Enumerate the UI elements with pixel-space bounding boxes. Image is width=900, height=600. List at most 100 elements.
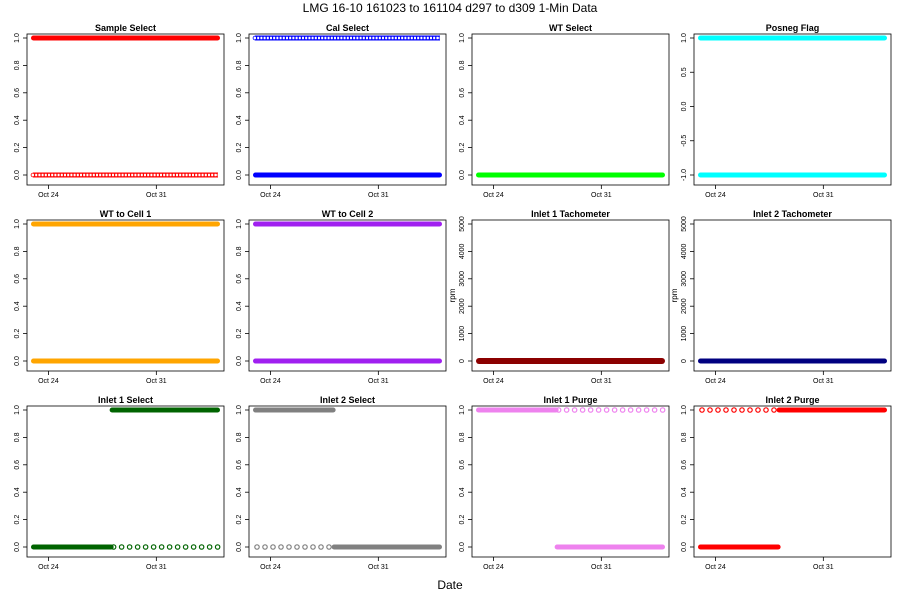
data-point <box>30 172 36 178</box>
data-point <box>651 407 658 413</box>
data-series <box>110 544 221 550</box>
x-tick-label: Oct 24 <box>260 192 281 199</box>
data-point <box>419 35 424 41</box>
data-point <box>412 35 418 41</box>
data-series <box>776 407 887 413</box>
data-band <box>109 407 220 413</box>
data-point <box>371 35 376 41</box>
data-point <box>37 172 42 178</box>
y-tick-label: 3000 <box>681 271 688 287</box>
data-point <box>763 407 769 413</box>
panel-inlet-1-select: Inlet 1 Select 0.0 0.2 0.4 0.6 0.8 1.0 Oct 24 Oc… <box>14 395 225 571</box>
x-tick-label: Oct 31 <box>591 564 612 571</box>
data-point <box>56 172 61 178</box>
data-point <box>406 35 411 41</box>
data-point <box>129 172 135 178</box>
data-point <box>158 544 165 550</box>
y-tick-label: 0.0 <box>459 542 466 552</box>
data-point <box>155 172 161 178</box>
data-series <box>699 407 777 413</box>
data-series <box>698 358 887 364</box>
data-point <box>262 544 268 550</box>
x-tick-label: Oct 24 <box>38 564 59 571</box>
x-tick-label: Oct 24 <box>483 192 504 199</box>
data-point <box>323 35 328 41</box>
y-tick-label: 0.6 <box>14 274 21 284</box>
data-point <box>142 172 148 178</box>
y-tick-label: 0.4 <box>14 487 21 497</box>
data-point <box>198 544 205 550</box>
panel-title: WT to Cell 2 <box>322 209 374 219</box>
data-point <box>197 172 202 178</box>
data-point <box>326 544 332 550</box>
data-point <box>374 35 379 41</box>
data-point <box>415 35 421 41</box>
panel-title: Inlet 1 Select <box>98 395 153 405</box>
data-point <box>165 172 170 178</box>
data-point <box>149 172 154 178</box>
data-point <box>259 35 264 41</box>
data-point <box>326 35 331 41</box>
data-point <box>587 407 594 413</box>
data-point <box>91 172 97 178</box>
data-series <box>31 35 220 41</box>
data-point <box>110 544 117 550</box>
plot-frame <box>471 405 670 558</box>
data-point <box>133 172 138 178</box>
y-tick-label: 5000 <box>681 216 688 232</box>
y-tick-label: 0.2 <box>459 515 466 525</box>
plot-frame <box>26 405 225 558</box>
data-point <box>611 407 618 413</box>
data-point <box>319 35 325 41</box>
data-point <box>399 35 405 41</box>
data-point <box>643 407 650 413</box>
panel-wt-to-cell-2: WT to Cell 2 0.0 0.2 0.4 0.6 0.8 1.0 Oct 24 Oct … <box>236 209 447 385</box>
data-point <box>313 35 319 41</box>
y-tick-label: 0.0 <box>14 170 21 180</box>
plot-frame <box>248 405 447 558</box>
data-band <box>253 172 442 178</box>
data-band <box>698 544 781 550</box>
data-point <box>409 35 415 41</box>
y-tick-label: 0.8 <box>236 432 243 442</box>
y-tick-label: 1.0 <box>459 33 466 43</box>
data-series <box>698 35 887 41</box>
y-tick-label: 0.0 <box>681 542 688 552</box>
y-tick-label: 0.8 <box>681 432 688 442</box>
plot-frame <box>26 33 225 186</box>
plot-frame <box>693 405 892 558</box>
data-point <box>81 172 87 178</box>
data-band <box>698 35 887 41</box>
y-tick-label: 0.6 <box>236 88 243 98</box>
data-point <box>200 172 205 178</box>
data-point <box>555 407 562 413</box>
panel-inlet-1-tachometer: Inlet 1 Tachometer 0 1000 2000 3000 4000 5000 r… <box>448 209 670 385</box>
data-point <box>603 407 610 413</box>
data-series <box>31 358 220 364</box>
x-axis-label: Date <box>437 578 463 592</box>
panel-cal-select: Cal Select 0.0 0.2 0.4 0.6 0.8 1.0 Oct 24 Oct 31 <box>236 23 447 199</box>
y-tick-label: 1.0 <box>681 33 688 43</box>
x-tick-label: Oct 24 <box>260 564 281 571</box>
data-point <box>187 172 193 178</box>
data-series <box>31 221 220 227</box>
panel-title: Inlet 2 Purge <box>765 395 819 405</box>
data-point <box>139 172 145 178</box>
panel-title: Inlet 2 Tachometer <box>753 209 832 219</box>
data-series <box>476 407 559 413</box>
data-point <box>755 407 761 413</box>
y-tick-label: 1.0 <box>236 33 243 43</box>
main-title: LMG 16-10 161023 to 161104 d297 to d309 … <box>302 1 598 15</box>
data-point <box>699 407 705 413</box>
data-series <box>476 172 665 178</box>
data-series <box>253 172 442 178</box>
data-point <box>281 35 287 41</box>
data-series <box>30 172 218 178</box>
data-band <box>476 407 559 413</box>
data-point <box>182 544 189 550</box>
data-point <box>118 544 125 550</box>
y-tick-label: 0.0 <box>14 356 21 366</box>
data-point <box>303 35 309 41</box>
data-point <box>190 172 196 178</box>
